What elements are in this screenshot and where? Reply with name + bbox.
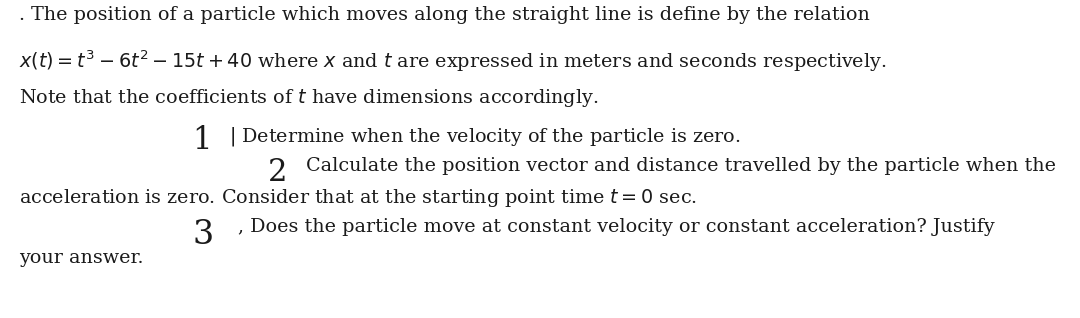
Text: $\mathsf{|}$ Determine when the velocity of the particle is zero.: $\mathsf{|}$ Determine when the velocity… xyxy=(229,125,741,148)
Text: Calculate the position vector and distance travelled by the particle when the: Calculate the position vector and distan… xyxy=(306,157,1055,175)
Text: $x(t) = t^3 - 6t^2 - 15t + 40$ where $x$ and $t$ are expressed in meters and sec: $x(t) = t^3 - 6t^2 - 15t + 40$ where $x$… xyxy=(19,48,887,73)
Text: , Does the particle move at constant velocity or constant acceleration? Justify: , Does the particle move at constant vel… xyxy=(238,218,995,236)
Text: acceleration is zero. Consider that at the starting point time $t = 0$ sec.: acceleration is zero. Consider that at t… xyxy=(19,187,698,209)
Text: 3: 3 xyxy=(192,219,214,251)
Text: 2: 2 xyxy=(268,157,287,188)
Text: Note that the coefficients of $t$ have dimensions accordingly.: Note that the coefficients of $t$ have d… xyxy=(19,87,598,109)
Text: 1: 1 xyxy=(192,125,212,156)
Text: . The position of a particle which moves along the straight line is define by th: . The position of a particle which moves… xyxy=(19,6,870,24)
Text: your answer.: your answer. xyxy=(19,249,144,267)
